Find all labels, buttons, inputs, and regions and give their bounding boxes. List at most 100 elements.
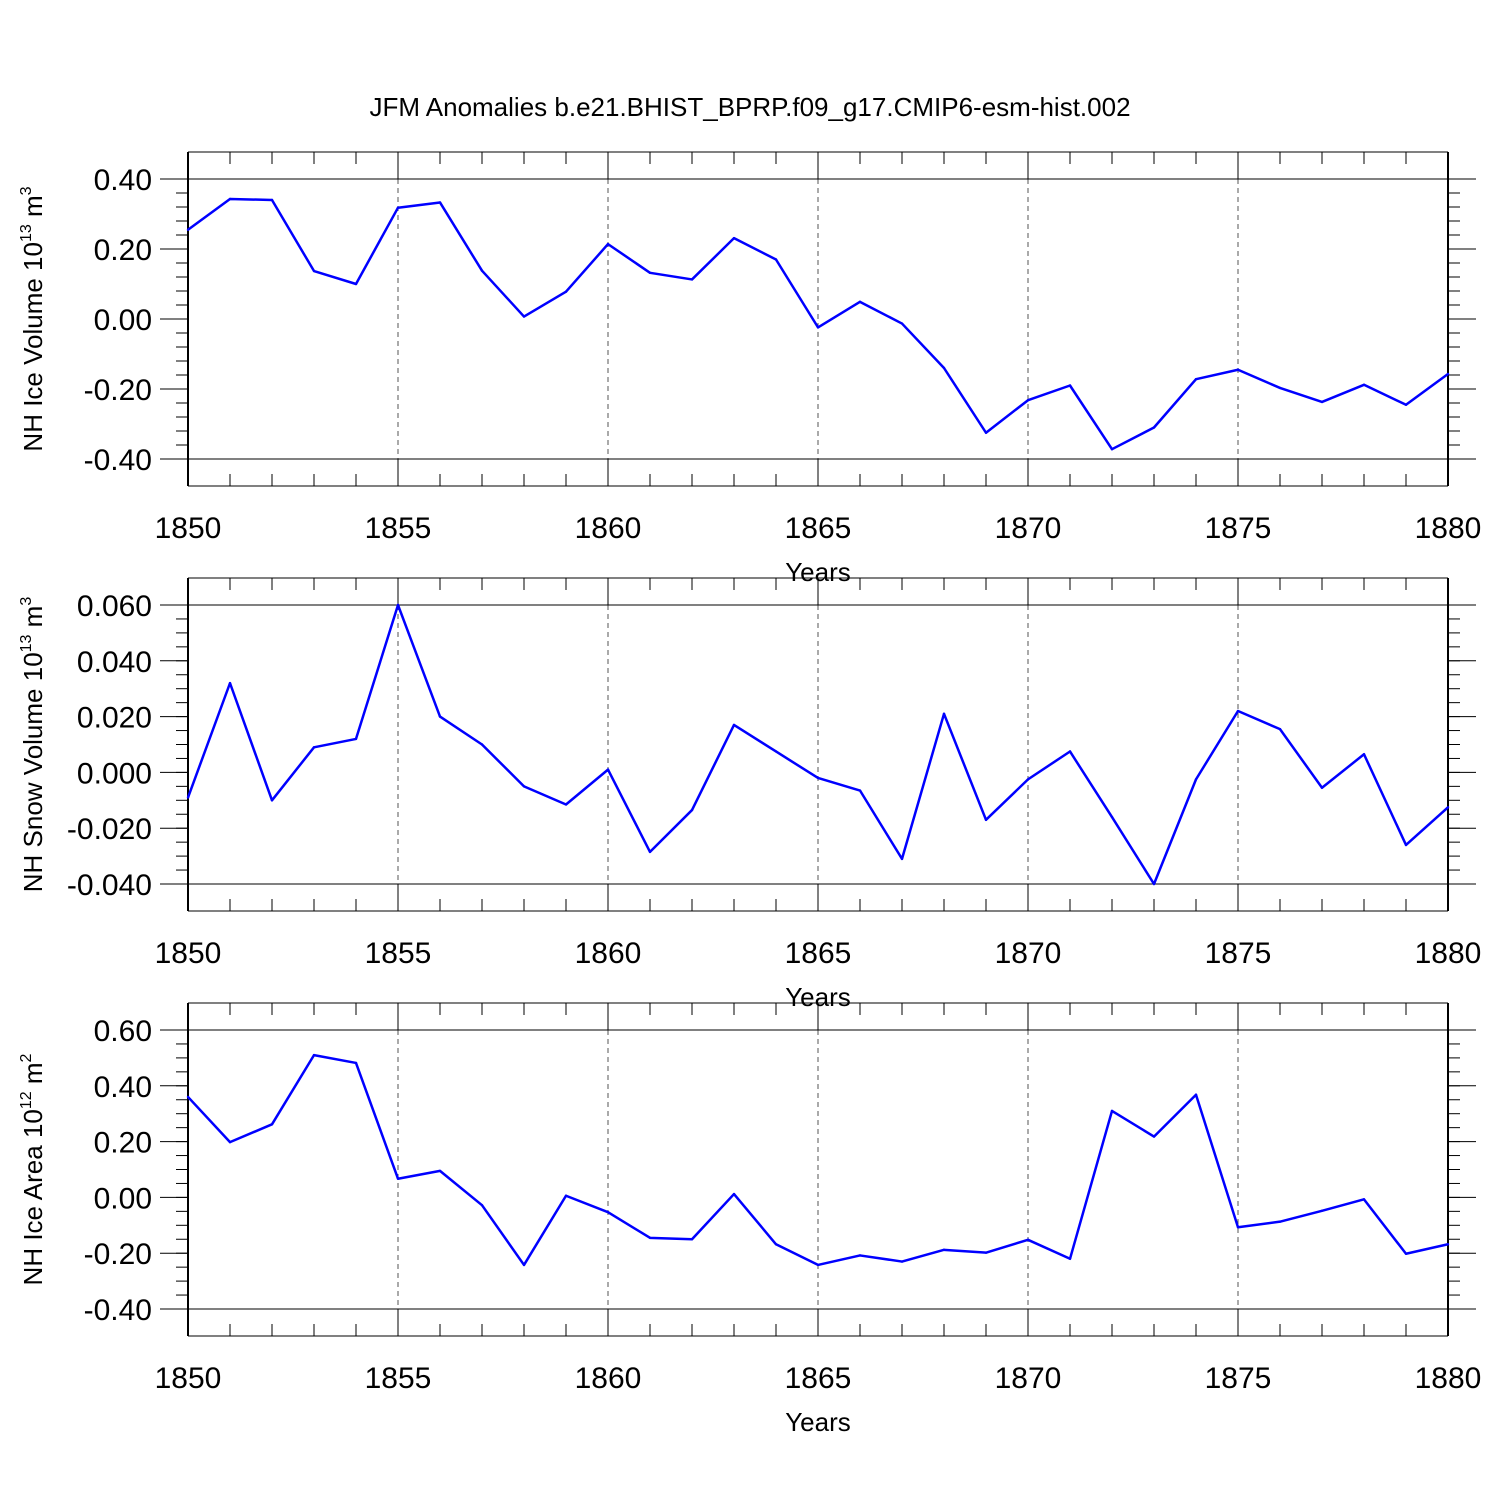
data-point xyxy=(564,803,568,806)
data-point xyxy=(438,201,442,204)
data-point xyxy=(900,1260,904,1263)
x-tick-label: 1865 xyxy=(785,1362,852,1395)
data-point xyxy=(1278,386,1282,390)
x-tick-label: 1850 xyxy=(155,512,222,545)
y-axis-title-exponent: 13 xyxy=(18,634,35,652)
data-point xyxy=(1278,1220,1282,1223)
x-tick-label: 1875 xyxy=(1205,937,1272,970)
x-tick-label: 1865 xyxy=(785,512,852,545)
data-point xyxy=(774,258,778,261)
x-tick-label: 1875 xyxy=(1205,512,1272,545)
data-point xyxy=(1320,786,1324,789)
y-axis-title-text: NH Ice Area 10 xyxy=(18,1109,48,1285)
y-axis-title-text: NH Snow Volume 10 xyxy=(18,652,48,892)
y-axis-title-exponent: 12 xyxy=(18,1091,35,1109)
data-point xyxy=(522,315,526,318)
x-tick-label: 1860 xyxy=(575,512,642,545)
data-point xyxy=(1152,882,1156,886)
x-tick-label: 1855 xyxy=(365,937,432,970)
data-point xyxy=(1026,1238,1030,1242)
x-tick-label: 1865 xyxy=(785,937,852,970)
y-tick-label: 0.40 xyxy=(94,164,152,197)
data-point xyxy=(354,282,358,286)
data-point xyxy=(480,269,484,272)
data-point xyxy=(648,850,652,854)
data-point xyxy=(1068,750,1072,753)
data-point xyxy=(942,366,946,370)
data-point xyxy=(270,1123,274,1126)
data-point xyxy=(1236,1226,1240,1229)
data-point xyxy=(1068,1257,1072,1260)
y-axis-title: NH Ice Volume 1013 m3 xyxy=(18,186,48,451)
y-tick-label: 0.00 xyxy=(94,1182,152,1215)
data-point xyxy=(732,1192,736,1196)
y-tick-label: 0.60 xyxy=(94,1015,152,1048)
x-axis-title: Years xyxy=(785,1407,851,1437)
data-point xyxy=(186,796,190,799)
data-point xyxy=(354,737,358,741)
y-tick-label: 0.40 xyxy=(94,1071,152,1104)
data-point xyxy=(1278,727,1282,731)
data-point xyxy=(1026,778,1030,781)
data-point xyxy=(1446,1243,1450,1246)
y-axis-title-unit: m xyxy=(18,1062,48,1091)
y-tick-label: -0.40 xyxy=(84,1294,152,1327)
data-point xyxy=(270,799,274,802)
data-point xyxy=(480,1204,484,1207)
y-axis-title-unit: m xyxy=(18,195,48,224)
data-point xyxy=(690,278,694,281)
data-point xyxy=(1194,378,1198,381)
data-point xyxy=(1236,368,1240,371)
y-tick-label: 0.20 xyxy=(94,1127,152,1160)
data-point xyxy=(690,808,694,812)
data-point xyxy=(648,1236,652,1240)
y-tick-label: 0.040 xyxy=(77,646,152,679)
y-axis-title-unit-exponent: 3 xyxy=(18,597,35,606)
data-point xyxy=(774,1243,778,1246)
data-point xyxy=(1404,403,1408,406)
y-tick-label: 0.20 xyxy=(94,234,152,267)
data-point xyxy=(270,198,274,202)
data-point xyxy=(1110,815,1114,819)
chart-title: JFM Anomalies b.e21.BHIST_BPRP.f09_g17.C… xyxy=(369,92,1130,122)
x-tick-label: 1850 xyxy=(155,937,222,970)
y-tick-label: -0.020 xyxy=(67,813,152,846)
x-tick-label: 1850 xyxy=(155,1362,222,1395)
data-point xyxy=(396,1177,400,1180)
data-point xyxy=(228,197,232,201)
data-point xyxy=(942,1248,946,1252)
data-point xyxy=(186,228,190,231)
data-point xyxy=(858,300,862,304)
data-point xyxy=(774,750,778,753)
data-point xyxy=(732,723,736,727)
data-point xyxy=(900,322,904,325)
panel-3: -0.40 -0.20 0.00 0.20 0.40 0.60 1850 1855 1860 18… xyxy=(18,1002,1482,1437)
panel-2: -0.040 -0.020 0.000 0.020 0.040 0.060 1850 1855… xyxy=(18,577,1481,1012)
data-point xyxy=(648,271,652,274)
x-tick-label: 1855 xyxy=(365,1362,432,1395)
y-axis-title: NH Ice Area 1012 m2 xyxy=(18,1053,48,1285)
data-point xyxy=(690,1238,694,1241)
data-point xyxy=(900,857,904,861)
data-point xyxy=(816,326,820,329)
data-point xyxy=(1362,753,1366,756)
y-tick-label: -0.40 xyxy=(84,444,152,477)
x-tick-label: 1860 xyxy=(575,1362,642,1395)
data-point xyxy=(396,206,400,209)
y-axis-title-exponent: 13 xyxy=(18,224,35,242)
y-axis-title-unit-exponent: 3 xyxy=(18,186,35,195)
data-point xyxy=(396,603,400,607)
data-point xyxy=(1026,399,1030,402)
x-tick-label: 1880 xyxy=(1415,1362,1482,1395)
data-point xyxy=(1446,806,1450,809)
data-point xyxy=(606,242,610,246)
data-point xyxy=(984,431,988,434)
data-point xyxy=(816,1263,820,1267)
data-point xyxy=(984,1251,988,1254)
y-tick-label: -0.040 xyxy=(67,869,152,902)
x-tick-label: 1880 xyxy=(1415,512,1482,545)
panel-1: -0.40 -0.20 0.00 0.20 0.40 1850 1855 1860 1865 18… xyxy=(18,151,1482,587)
data-point xyxy=(858,789,862,792)
